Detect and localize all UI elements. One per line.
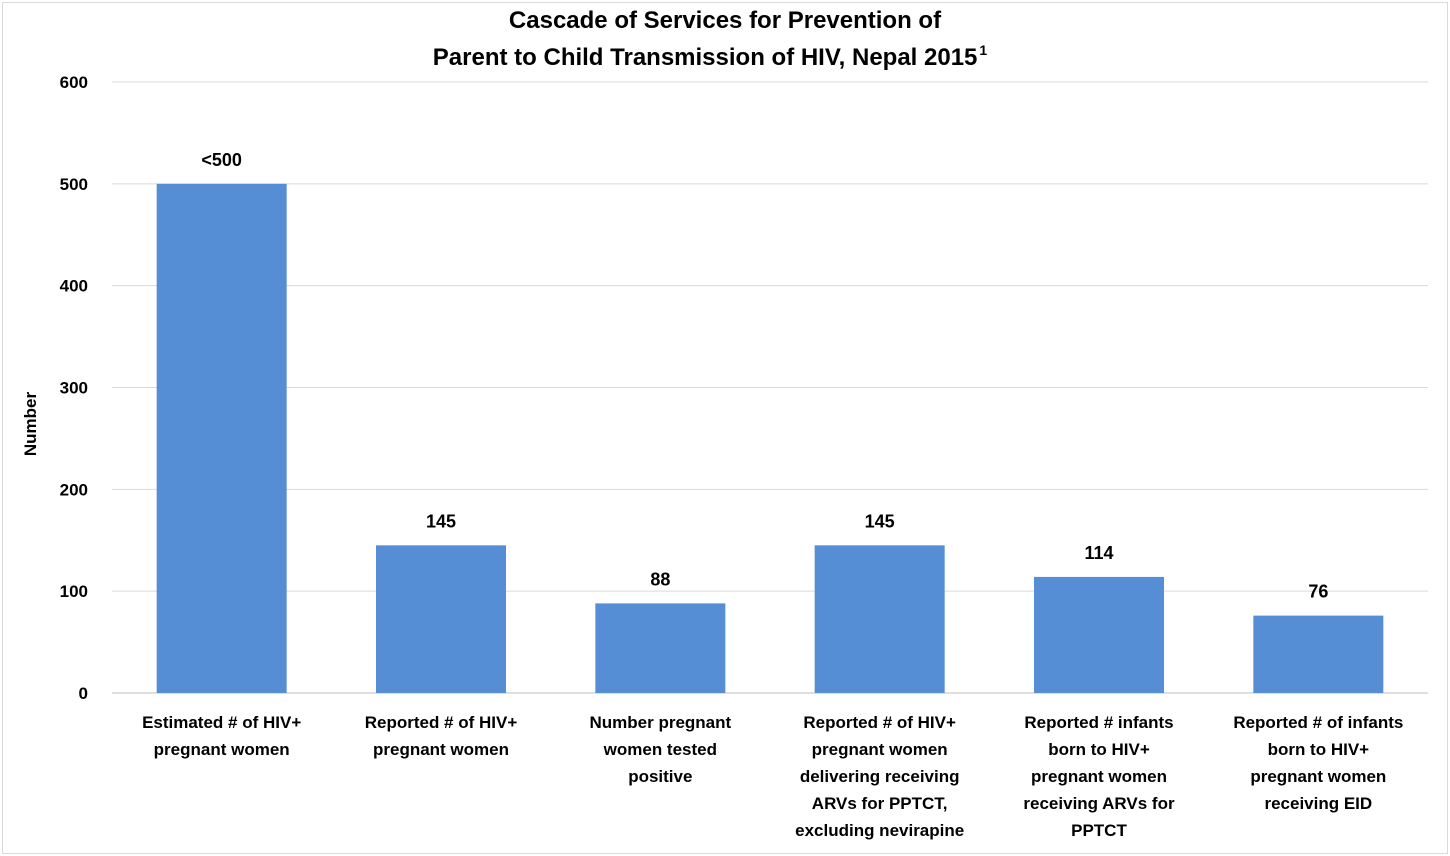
category-label: Reported # of HIV+ pregnant women deliveri…	[795, 713, 964, 840]
data-label: 145	[426, 511, 456, 531]
category-label: Reported # of HIV+ pregnant women	[365, 713, 518, 759]
data-label: 114	[1084, 543, 1113, 563]
category-label-line: Reported # of HIV+	[365, 713, 518, 732]
y-axis-label: Number	[21, 392, 40, 457]
gridlines	[112, 81, 1428, 694]
bar	[376, 545, 506, 693]
chart-title-line-1: Cascade of Services for Prevention of	[509, 7, 942, 34]
data-label: 88	[650, 569, 670, 589]
bar	[1253, 615, 1384, 693]
category-label-line: Reported # infants	[1024, 713, 1173, 732]
category-label-line: pregnant women	[1250, 767, 1386, 786]
category-label-line: Estimated # of HIV+	[142, 713, 301, 732]
chart-title-line-2-text: Parent to Child Transmission of HIV, Nep…	[433, 44, 978, 71]
bar	[595, 603, 726, 693]
y-tick-label: 400	[60, 277, 88, 296]
bar	[156, 183, 287, 694]
category-label: Estimated # of HIV+ pregnant women	[142, 713, 301, 759]
category-label-line: pregnant women	[373, 740, 509, 759]
y-tick-label: 300	[60, 379, 88, 398]
category-label: Reported # of infants born to HIV+ pregnan…	[1233, 713, 1403, 813]
y-tick-label: 500	[60, 175, 88, 194]
category-label-line: pregnant women	[154, 740, 290, 759]
category-label-line: excluding nevirapine	[795, 821, 964, 840]
category-label-line: Reported # of HIV+	[803, 713, 956, 732]
data-label: 76	[1308, 582, 1328, 602]
y-tick-label: 600	[60, 73, 88, 92]
category-label-line: pregnant women	[812, 740, 948, 759]
y-tick-label: 0	[79, 684, 88, 703]
category-label-line: born to HIV+	[1268, 740, 1370, 759]
category-label-line: Reported # of infants	[1233, 713, 1403, 732]
category-label: Reported # infants born to HIV+ pregnant w…	[1023, 713, 1175, 840]
category-label-line: Number pregnant	[589, 713, 731, 732]
chart-title-superscript: 1	[979, 42, 987, 58]
bar	[1034, 576, 1164, 693]
category-label-line: PPTCT	[1071, 821, 1127, 840]
category-label-line: delivering receiving	[800, 767, 960, 786]
category-label-line: born to HIV+	[1048, 740, 1150, 759]
y-tick-label: 200	[60, 480, 88, 499]
category-label-line: ARVs for PPTCT,	[812, 794, 948, 813]
category-label-line: receiving ARVs for	[1023, 794, 1175, 813]
data-label: 145	[865, 511, 895, 531]
category-label: Number pregnant women tested positive	[589, 713, 731, 786]
y-tick-label: 100	[60, 582, 88, 601]
category-label-line: women tested	[603, 740, 717, 759]
data-label: <500	[201, 150, 242, 170]
category-label-line: receiving EID	[1264, 794, 1372, 813]
bars	[156, 183, 1384, 694]
chart-title-line-2: Parent to Child Transmission of HIV, Nep…	[433, 42, 988, 71]
category-label-line: pregnant women	[1031, 767, 1167, 786]
labels: 0 100 200 300 400 500 600 <500 Estimated # of HI…	[60, 73, 1404, 840]
bar	[814, 545, 945, 693]
category-label-line: positive	[628, 767, 692, 786]
